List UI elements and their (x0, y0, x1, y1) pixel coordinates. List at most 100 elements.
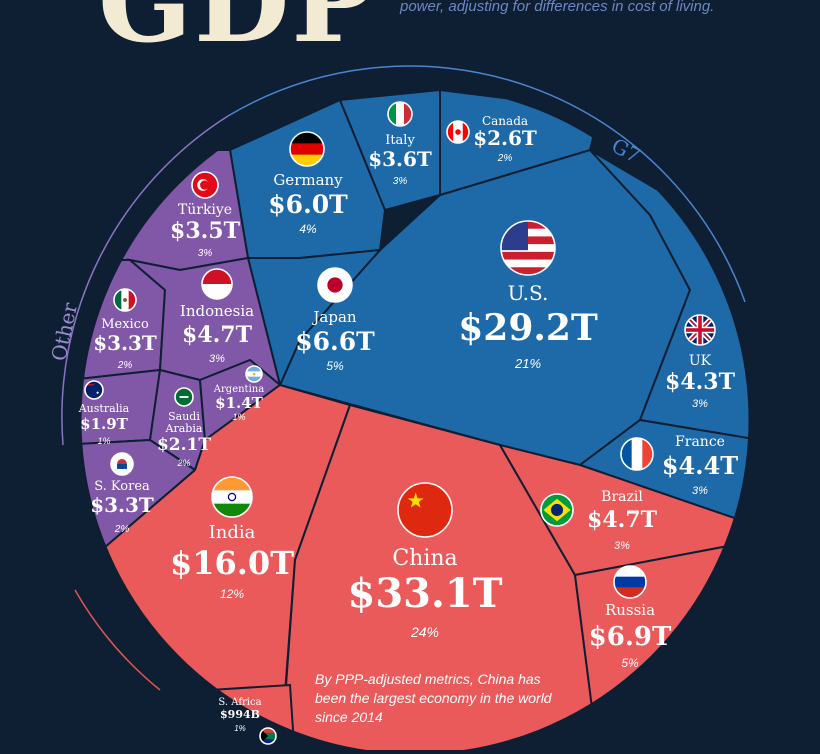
gdp-share: 1% (232, 412, 245, 422)
gdp-value: $4.7T (182, 322, 253, 348)
gdp-value: $16.0T (170, 544, 294, 582)
country-label-japan: Japan$6.6T 5% (295, 308, 375, 373)
gdp-value: $994B (220, 708, 260, 721)
country-label-india: India$16.0T 12% (170, 522, 294, 601)
gdp-value: $2.1T (157, 435, 211, 455)
china-flag-icon: ★ (397, 482, 453, 538)
gdp-value: $1.9T (80, 415, 129, 433)
gdp-share: 2% (114, 524, 130, 535)
gdp-share: 3% (393, 176, 408, 187)
country-name: Japan (311, 308, 357, 326)
france-flag-icon (620, 437, 654, 471)
gdp-value: $4.4T (662, 451, 738, 480)
country-name: Australia (78, 402, 130, 415)
gdp-value: $3.3T (93, 331, 157, 355)
gdp-share: 2% (117, 360, 133, 371)
gdp-value: $4.7T (587, 507, 658, 533)
gdp-share: 2% (497, 153, 513, 164)
gdp-share: 3% (692, 485, 708, 497)
gdp-share: 3% (614, 540, 630, 552)
other-group-arc (61, 115, 229, 446)
country-name: UK (689, 353, 712, 369)
gdp-value: $4.3T (665, 369, 736, 395)
gdp-value: $6.9T (589, 622, 672, 652)
australia-flag-icon (84, 380, 104, 400)
gdp-share: 1% (97, 436, 110, 446)
turkiye-flag-icon (191, 171, 219, 199)
country-name: S. Africa (218, 697, 261, 708)
gdp-share: 12% (220, 587, 244, 601)
country-name: Canada (482, 114, 528, 128)
brazil-flag-icon (540, 493, 574, 527)
page-subtitle: power, adjusting for differences in cost… (400, 0, 715, 15)
india-flag-icon (211, 476, 253, 518)
country-name: Brazil (601, 489, 643, 505)
gdp-value: $3.5T (170, 218, 241, 244)
gdp-share: 3% (692, 398, 708, 410)
country-label-canada: Canada$2.6T 2% (473, 114, 537, 164)
uk-flag-icon (684, 314, 716, 346)
other-group-label: Other (46, 300, 82, 363)
canada-flag-icon (446, 120, 470, 144)
brics-group-arc (74, 589, 161, 691)
country-name: Italy (385, 133, 415, 148)
country-name: U.S. (508, 281, 549, 305)
country-name-line: Arabia (165, 422, 203, 435)
svg-text:★: ★ (406, 488, 424, 512)
gdp-share: 5% (621, 656, 639, 670)
gdp-value: $6.0T (268, 190, 348, 219)
country-label-indonesia: Indonesia $4.7T 3% (180, 302, 254, 365)
gdp-share: 3% (198, 248, 213, 259)
page-title: GDP (98, 0, 377, 67)
country-label-russia: Russia $6.9T 5% (589, 601, 672, 670)
mexico-flag-icon (113, 288, 137, 312)
gdp-share: 24% (410, 624, 439, 640)
indonesia-flag-icon (201, 268, 233, 300)
country-name-line: Saudi (168, 410, 200, 423)
russia-flag-icon (613, 565, 647, 599)
gdp-value: $2.6T (473, 126, 537, 150)
country-label-brazil: Brazil $4.7T 3% (587, 489, 658, 552)
country-name: Mexico (101, 317, 149, 332)
country-label-germany: Germany$6.0T 4% (268, 171, 348, 236)
gdp-share: 2% (176, 458, 190, 468)
country-label-australia: Australia$1.9T 1% (78, 402, 130, 446)
germany-flag-icon (289, 131, 325, 167)
country-label-italy: Italy$3.6T 3% (368, 133, 432, 187)
country-name: France (675, 434, 725, 450)
country-label-skorea: S. Korea$3.3T 2% (90, 479, 154, 535)
gdp-value: $33.1T (347, 570, 502, 617)
gdp-value: $29.2T (458, 307, 598, 349)
south-korea-flag-icon (110, 452, 134, 476)
country-name: Russia (605, 601, 655, 619)
gdp-value: $6.6T (295, 327, 375, 356)
saudi-arabia-flag-icon (174, 387, 194, 407)
italy-flag-icon (387, 101, 413, 127)
gdp-share: 3% (209, 353, 225, 365)
g7-group-arc (227, 65, 746, 303)
country-label-turkiye: Türkiye$3.5T 3% (170, 202, 241, 259)
china-annotation: By PPP-adjusted metrics, China has been … (315, 671, 552, 725)
country-name: India (209, 522, 256, 543)
country-name: Türkiye (178, 202, 232, 218)
gdp-share: 4% (299, 222, 317, 236)
country-label-france: France$4.4T 3% (662, 434, 738, 497)
gdp-share: 5% (326, 359, 344, 373)
gdp-share: 21% (514, 356, 541, 371)
gdp-value: $3.6T (368, 147, 432, 171)
country-label-safrica: S. Africa$994B 1% (218, 697, 261, 733)
country-label-argentina: Argentina$1.4T1% (213, 384, 264, 422)
gdp-value: $3.3T (90, 493, 154, 517)
us-flag-icon (500, 220, 556, 276)
country-label-mexico: Mexico$3.3T 2% (93, 317, 157, 371)
country-label-china: China$33.1T 24% (347, 546, 502, 640)
country-name: China (392, 546, 457, 571)
south-africa-flag-icon (259, 727, 277, 745)
japan-flag-icon (317, 267, 353, 303)
country-name: Indonesia (180, 302, 254, 320)
chart-outline (78, 83, 752, 754)
country-label-us: U.S.$29.2T 21% (458, 281, 598, 371)
